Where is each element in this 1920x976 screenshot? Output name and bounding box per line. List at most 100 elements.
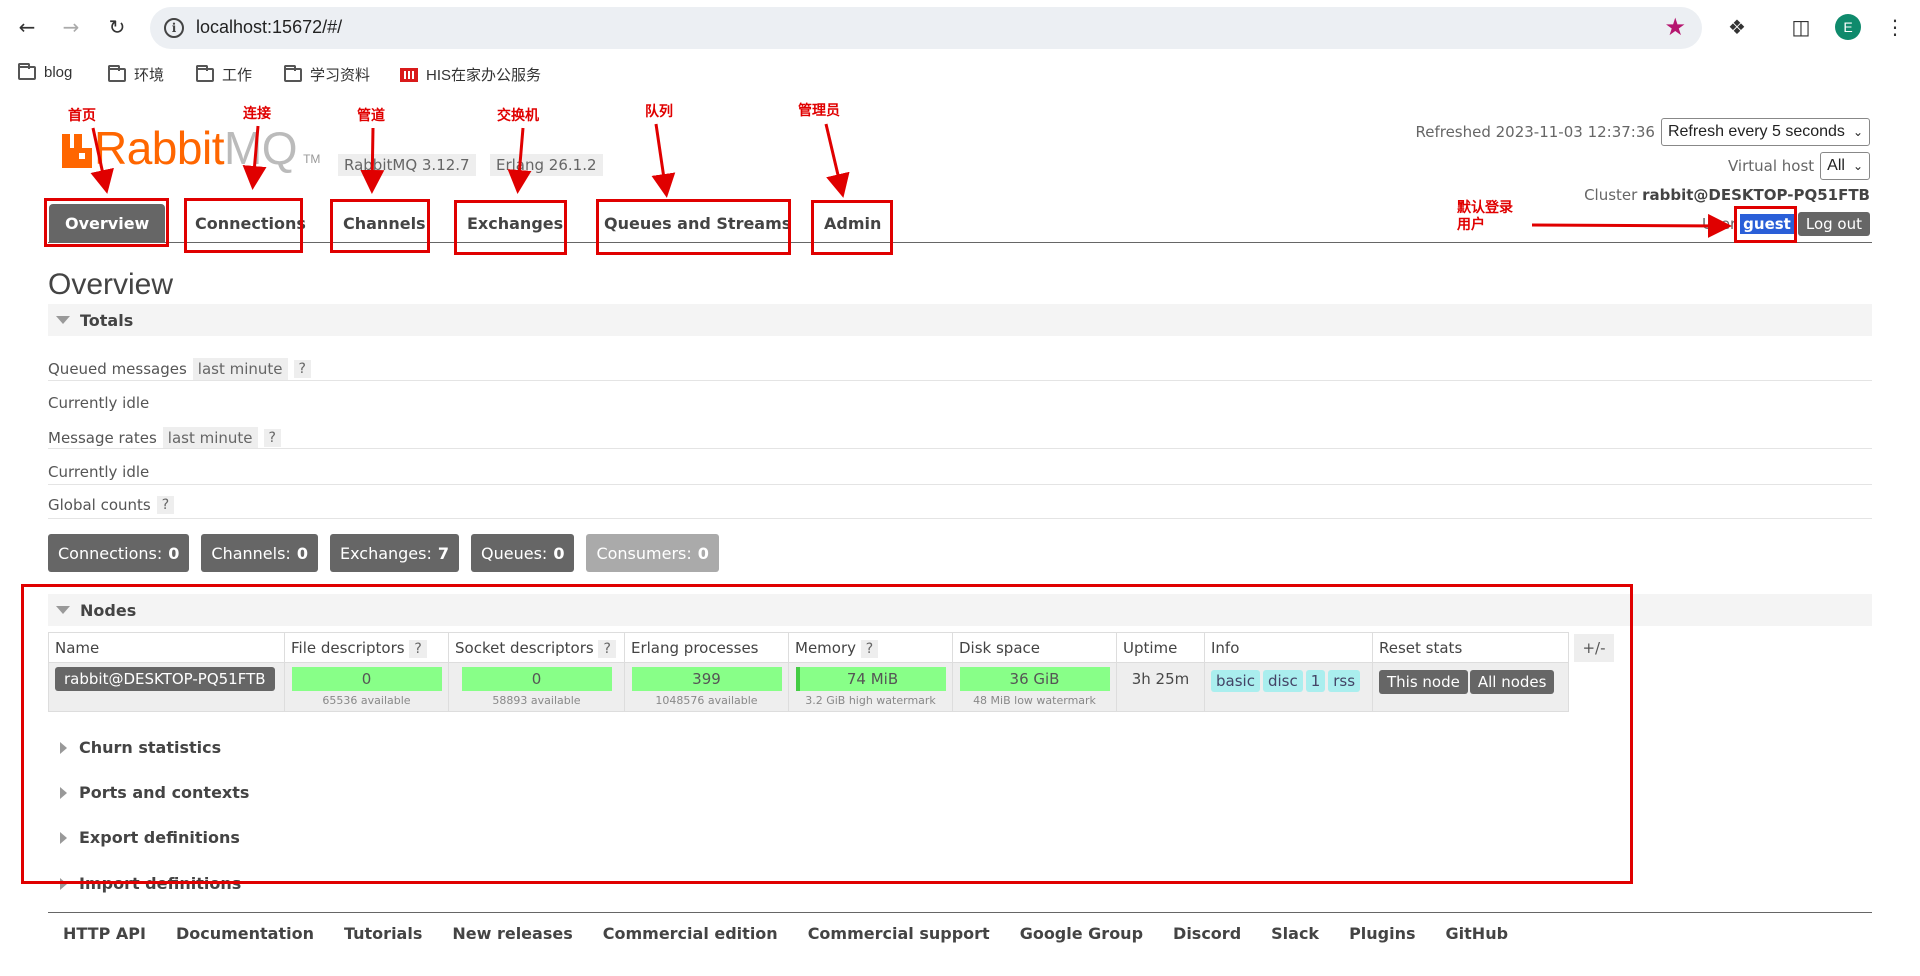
bookmark-star-icon[interactable]: ★: [1664, 13, 1686, 41]
expanded-triangle-icon: [56, 606, 70, 614]
fd-cell: 0 65536 available: [284, 662, 449, 712]
address-bar[interactable]: i localhost:15672/#/ ★: [150, 7, 1702, 49]
ports-and-contexts-toggle[interactable]: Ports and contexts: [60, 783, 249, 802]
queues-count-button[interactable]: Queues: 0: [471, 534, 575, 572]
annotation-queue: 队列: [645, 104, 673, 120]
user-row: User guest Log out: [1702, 212, 1870, 236]
arrow-queue: [651, 123, 676, 198]
col-erlang-processes: Erlang processes: [624, 632, 789, 663]
tab-queues-and-streams[interactable]: Queues and Streams: [588, 204, 808, 242]
footer-link-github[interactable]: GitHub: [1445, 924, 1509, 943]
totals-title: Totals: [80, 310, 134, 330]
memory-help[interactable]: ?: [860, 639, 879, 658]
nodes-table: Name File descriptors ? Socket descripto…: [48, 632, 1569, 712]
menu-kebab-icon[interactable]: ⋮: [1885, 15, 1905, 39]
vhost-row: Virtual host All ⌄: [1728, 152, 1870, 180]
totals-section-header[interactable]: Totals: [48, 304, 1872, 336]
bookmark-work[interactable]: 工作: [196, 64, 252, 85]
consumers-count-button[interactable]: Consumers: 0: [586, 534, 719, 572]
global-counts-help[interactable]: ?: [156, 496, 175, 514]
forward-arrow-icon[interactable]: →: [62, 15, 80, 39]
churn-statistics-toggle[interactable]: Churn statistics: [60, 738, 221, 757]
columns-toggle-button[interactable]: +/-: [1574, 634, 1614, 662]
footer-link-tutorials[interactable]: Tutorials: [343, 924, 423, 943]
channels-count-button[interactable]: Channels: 0: [201, 534, 318, 572]
bookmark-study[interactable]: 学习资料: [284, 64, 370, 85]
sd-help[interactable]: ?: [598, 639, 616, 658]
queued-messages-row: Queued messages last minute ?: [48, 358, 311, 380]
global-counts-row: Global counts ?: [48, 496, 175, 514]
section-title: Ports and contexts: [79, 783, 250, 802]
collapsed-triangle-icon: [60, 741, 67, 754]
footer-link-slack[interactable]: Slack: [1271, 924, 1320, 943]
refreshed-timestamp: Refreshed 2023-11-03 12:37:36: [1415, 123, 1655, 141]
count-label: Channels:: [211, 543, 291, 563]
queued-help[interactable]: ?: [293, 360, 311, 378]
bookmarks-bar: blog 环境 工作 学习资料 HIS在家办公服务: [0, 56, 1920, 92]
memory-cell: 74 MiB 3.2 GiB high watermark: [788, 662, 953, 712]
info-chip-rss: rss: [1328, 670, 1361, 692]
export-definitions-toggle[interactable]: Export definitions: [60, 828, 240, 847]
nodes-section-header[interactable]: Nodes: [48, 594, 1872, 626]
reset-cell: This node All nodes: [1372, 662, 1569, 712]
annotation-channel: 管道: [357, 108, 385, 124]
back-arrow-icon[interactable]: ←: [18, 15, 36, 39]
queued-range-chip[interactable]: last minute: [192, 358, 288, 380]
extensions-icon[interactable]: ❖: [1728, 15, 1746, 39]
info-chip-disc: disc: [1262, 670, 1303, 692]
reset-all-nodes-button[interactable]: All nodes: [1469, 670, 1555, 694]
count-label: Consumers:: [596, 543, 692, 563]
count-label: Connections:: [58, 543, 163, 563]
tab-exchanges[interactable]: Exchanges: [451, 204, 580, 242]
uptime-cell: 3h 25m: [1116, 662, 1205, 712]
collapsed-triangle-icon: [60, 877, 67, 890]
vhost-select[interactable]: All ⌄: [1820, 152, 1870, 180]
count-value: 0: [553, 543, 565, 563]
global-counts: Connections: 0 Channels: 0 Exchanges: 7 Que…: [48, 534, 719, 572]
tab-overview[interactable]: Overview: [49, 204, 166, 242]
footer-link-new-releases[interactable]: New releases: [452, 924, 573, 943]
exchanges-count-button[interactable]: Exchanges: 7: [329, 534, 460, 572]
footer-link-discord[interactable]: Discord: [1173, 924, 1242, 943]
footer-link-http-api[interactable]: HTTP API: [63, 924, 146, 943]
queued-idle-text: Currently idle: [48, 394, 150, 412]
col-info: Info: [1204, 632, 1373, 663]
rabbitmq-logo[interactable]: Rabbit MQ TM: [62, 122, 320, 174]
bookmark-blog[interactable]: blog: [18, 62, 72, 81]
page-title: Overview: [48, 268, 174, 301]
refresh-interval-select[interactable]: Refresh every 5 seconds ⌄: [1660, 118, 1870, 146]
profile-avatar[interactable]: E: [1835, 14, 1861, 40]
reload-icon[interactable]: ↻: [108, 15, 126, 39]
node-name-link[interactable]: rabbit@DESKTOP-PQ51FTB: [55, 667, 275, 691]
url-text[interactable]: localhost:15672/#/: [196, 17, 343, 37]
expanded-triangle-icon: [56, 316, 70, 324]
rates-help[interactable]: ?: [263, 429, 281, 447]
footer-link-commercial-support[interactable]: Commercial support: [807, 924, 990, 943]
logout-button[interactable]: Log out: [1797, 212, 1870, 236]
table-row: rabbit@DESKTOP-PQ51FTB 0 65536 available …: [48, 662, 1569, 712]
footer-link-commercial-edition[interactable]: Commercial edition: [602, 924, 778, 943]
count-value: 7: [437, 543, 450, 563]
rabbitmq-version: RabbitMQ 3.12.7: [338, 154, 476, 176]
tab-channels[interactable]: Channels: [327, 204, 442, 242]
tab-connections[interactable]: Connections: [179, 204, 322, 242]
user-label: User: [1701, 215, 1737, 233]
footer-link-plugins[interactable]: Plugins: [1349, 924, 1416, 943]
site-info-icon[interactable]: i: [164, 18, 184, 38]
footer-link-google-group[interactable]: Google Group: [1019, 924, 1144, 943]
connections-count-button[interactable]: Connections: 0: [48, 534, 190, 572]
count-label: Queues:: [481, 543, 548, 563]
reset-this-node-button[interactable]: This node: [1379, 670, 1468, 694]
bookmark-env[interactable]: 环境: [108, 64, 164, 85]
fd-help[interactable]: ?: [409, 639, 427, 658]
logo-text-mq: MQ: [223, 122, 298, 174]
rates-range-chip[interactable]: last minute: [162, 427, 258, 449]
col-label: Memory: [795, 638, 857, 657]
side-panel-icon[interactable]: ◫: [1791, 15, 1811, 39]
import-definitions-toggle[interactable]: Import definitions: [60, 874, 241, 893]
footer-link-documentation[interactable]: Documentation: [175, 924, 314, 943]
global-counts-label: Global counts: [48, 496, 151, 514]
footer-divider: [48, 912, 1872, 913]
tab-admin[interactable]: Admin: [808, 204, 898, 242]
bookmark-his[interactable]: HIS在家办公服务: [400, 64, 541, 85]
